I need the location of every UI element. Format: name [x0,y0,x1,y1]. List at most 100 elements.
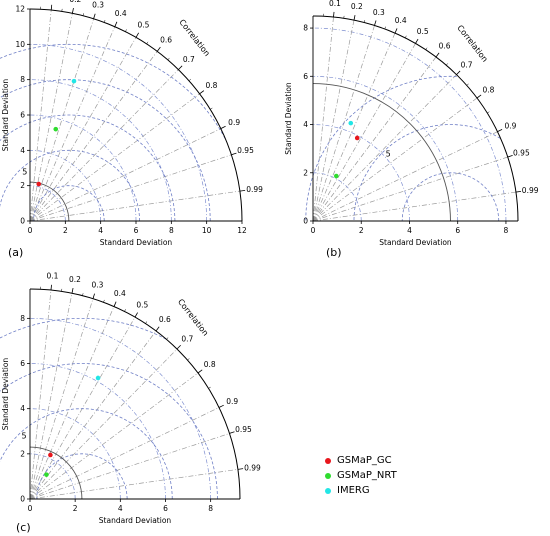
correlation-ray [312,191,516,222]
rms-arc [0,363,218,499]
data-point-gsmap-nrt [333,173,339,179]
correlation-ray [29,330,157,500]
rms-arc [0,43,226,139]
x-tick-label: 2 [63,226,68,235]
correlation-tick-label: 0.7 [183,55,195,64]
data-point-imerg [71,78,77,84]
correlation-minor-tick [231,153,234,156]
correlation-ray [312,32,396,222]
correlation-minor-tick [466,83,469,86]
correlation-tick-label: 0.99 [244,463,261,472]
correlation-ray [29,433,230,500]
y-tick-label: 0 [20,495,25,504]
correlation-ray [312,16,334,222]
legend-item-gsmap-nrt: GSMaP_NRT [325,468,397,483]
correlation-ray [29,51,158,222]
correlation-minor-tick [197,371,201,374]
data-point-imerg [95,375,101,381]
correlation-minor-tick [82,13,84,16]
correlation-tick [515,190,522,193]
sd-arc [312,75,459,222]
correlation-tick-label: 0.99 [522,186,539,195]
correlation-minor-tick [103,299,105,303]
correlation-minor-tick [220,127,224,129]
correlation-label: Correlation [176,297,210,337]
sd-arc [29,79,172,222]
correlation-ray [29,316,136,500]
correlation-minor-tick [229,432,232,434]
correlation-minor-tick [497,130,500,132]
sd-arc [29,149,102,222]
correlation-tick-label: 0.95 [235,425,252,434]
correlation-minor-tick [456,72,459,75]
x-tick-label: 4 [118,504,123,513]
correlation-minor-tick [82,293,84,296]
correlation-minor-tick [156,49,159,52]
legend-item-gsmap-gc: GSMaP_GC [325,453,397,468]
x-tick-label: 8 [504,226,509,235]
correlation-minor-tick [176,347,179,350]
correlation-tick-label: 0.99 [246,185,263,194]
correlation-minor-tick [124,309,126,312]
panel-label: (a) [8,246,23,259]
legend-label: IMERG [337,485,370,496]
rms-arc [0,79,211,221]
rms-arc [33,185,105,221]
correlation-tick-label: 0.7 [461,60,473,69]
correlation-minor-tick [210,107,213,110]
correlation-minor-tick [146,41,149,45]
sd-arc [29,318,211,500]
correlation-tick-label: 0.5 [136,300,148,309]
correlation-minor-tick [188,78,192,81]
sd-arc [29,363,166,500]
correlation-tick-label: 0.8 [204,360,216,369]
reference-arc [29,446,83,500]
correlation-ray [312,56,437,222]
correlation-minor-tick [435,54,438,58]
correlation-tick-label: 0.4 [114,289,126,298]
x-tick-label: 4 [98,226,103,235]
panel-label: (b) [326,246,342,259]
correlation-minor-tick [425,47,428,50]
y-axis-title: Standard Deviation [1,358,10,431]
rms-arc [0,318,167,340]
correlation-ray [29,348,178,500]
correlation-minor-tick [218,406,222,408]
x-axis-title: Standard Deviation [100,238,173,247]
correlation-ray [29,298,94,500]
data-point-gsmap-gc [354,135,360,141]
correlation-tick-label: 0.2 [69,0,81,4]
x-tick-label: 6 [134,226,139,235]
legend-swatch [325,487,331,494]
y-tick-label: 0 [303,217,308,226]
correlation-ray [29,18,94,222]
correlation-minor-tick [199,92,202,95]
data-point-gsmap-gc [36,181,42,187]
correlation-ray [29,306,115,500]
correlation-tick-label: 0.4 [115,9,127,18]
x-tick-label: 8 [208,504,213,513]
correlation-minor-tick [415,41,417,44]
correlation-tick-label: 0.9 [226,397,238,406]
correlation-minor-tick [92,296,94,299]
x-tick-label: 2 [73,504,78,513]
correlation-tick-label: 0.3 [92,1,104,10]
correlation-tick-label: 0.1 [329,0,341,8]
y-tick-label: 2 [20,181,25,190]
x-axis-title: Standard Deviation [99,516,172,525]
correlation-minor-tick [394,30,397,34]
data-point-gsmap-nrt [44,472,49,477]
reference-arc [29,181,70,222]
data-point-gsmap-nrt [53,126,59,132]
correlation-tick-label: 0.6 [439,42,451,51]
legend-label: GSMaP_NRT [337,470,397,481]
x-tick-label: 6 [455,226,460,235]
reference-arc [312,83,451,222]
legend-item-imerg: IMERG [325,483,397,498]
y-tick-label: 4 [20,404,25,413]
taylor-panel-2: 5 00 2 2 4 4 6 6 8 8 0.1 0.2 0.3 0.4 0.5 0.6 0.7 0.8 0.9 0.… [284,0,539,259]
correlation-minor-tick [476,96,480,99]
sd-arc [29,114,137,222]
correlation-minor-tick [166,337,169,340]
correlation-minor-tick [208,386,211,389]
